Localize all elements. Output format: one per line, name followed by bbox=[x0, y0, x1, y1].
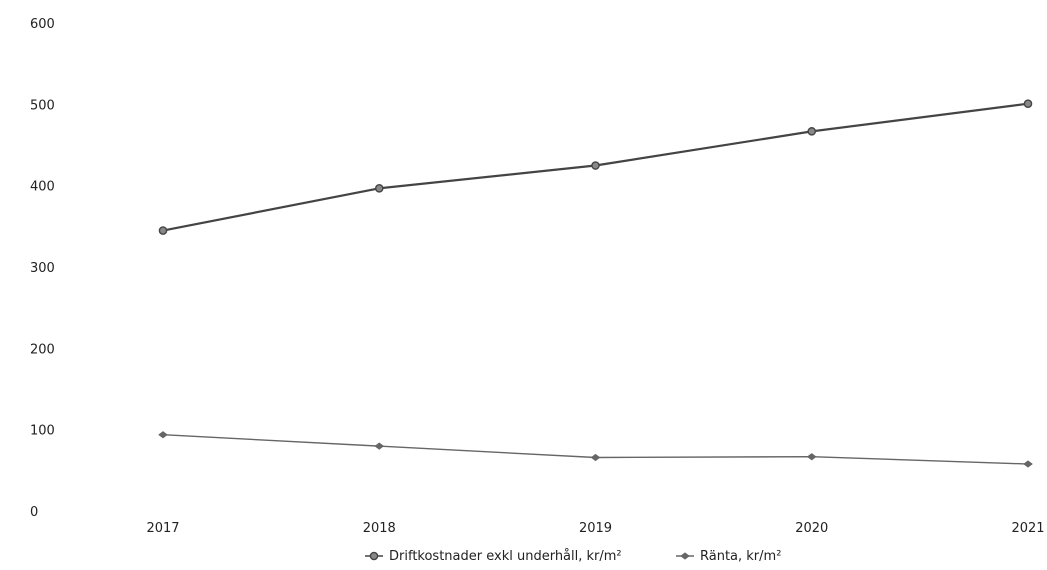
legend-label: Driftkostnader exkl underhåll, kr/m² bbox=[389, 549, 622, 564]
data-point bbox=[1023, 460, 1033, 468]
data-point bbox=[158, 226, 168, 235]
y-tick-label: 400 bbox=[30, 180, 55, 195]
data-point bbox=[1023, 99, 1033, 109]
y-tick-label: 300 bbox=[30, 261, 55, 276]
x-tick-label: 2017 bbox=[146, 521, 179, 536]
series-1 bbox=[158, 99, 1033, 235]
y-tick-label: 200 bbox=[30, 342, 55, 357]
legend-marker bbox=[680, 552, 690, 560]
legend: Driftkostnader exkl underhåll, kr/m² Ränt… bbox=[365, 549, 781, 564]
y-axis: 0 100 200 300 400 500 600 bbox=[30, 17, 55, 520]
y-tick-label: 0 bbox=[30, 505, 38, 520]
series-layer bbox=[158, 99, 1033, 468]
y-tick-label: 600 bbox=[30, 17, 55, 32]
y-tick-label: 100 bbox=[30, 424, 55, 439]
legend-label: Ränta, kr/m² bbox=[700, 549, 781, 564]
data-point bbox=[374, 183, 384, 193]
data-point bbox=[807, 127, 817, 136]
series-2 bbox=[158, 431, 1033, 468]
legend-marker bbox=[369, 551, 379, 561]
x-tick-label: 2020 bbox=[795, 521, 828, 536]
x-axis: 2017 2018 2019 2020 2021 bbox=[146, 521, 1044, 536]
data-point bbox=[806, 453, 817, 461]
data-point bbox=[590, 453, 601, 462]
legend-item-2: Ränta, kr/m² bbox=[676, 549, 781, 564]
legend-item-1: Driftkostnader exkl underhåll, kr/m² bbox=[365, 549, 622, 564]
y-tick-label: 500 bbox=[30, 98, 55, 113]
x-tick-label: 2019 bbox=[579, 521, 612, 536]
data-point bbox=[158, 431, 168, 439]
data-point bbox=[591, 161, 600, 170]
x-tick-label: 2021 bbox=[1011, 521, 1044, 536]
x-tick-label: 2018 bbox=[363, 521, 396, 536]
data-point bbox=[374, 442, 385, 450]
